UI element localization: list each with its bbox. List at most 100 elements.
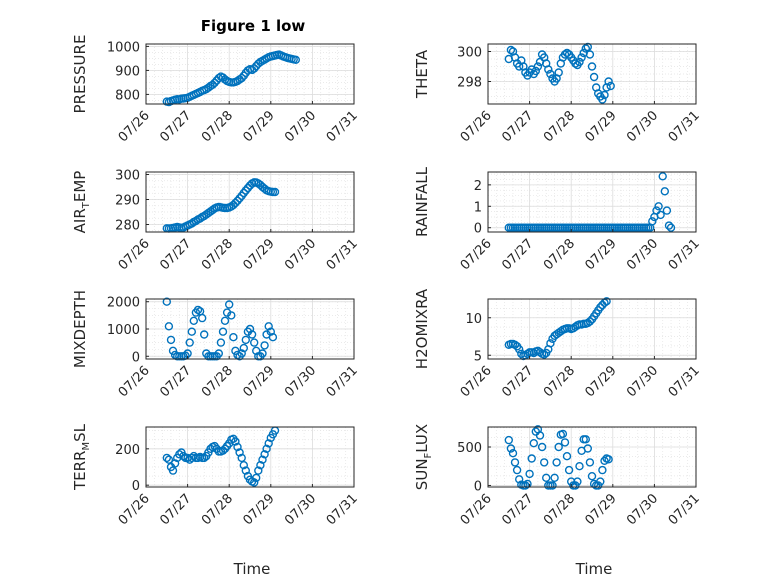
data-point xyxy=(170,459,180,468)
data-point xyxy=(552,458,561,467)
figure-title: Figure 1 low xyxy=(201,17,306,35)
y-tick-label: 1000 xyxy=(107,40,140,55)
data-point xyxy=(666,223,676,232)
data-point xyxy=(162,297,172,306)
data-point xyxy=(187,219,197,228)
data-point xyxy=(266,327,275,336)
data-point xyxy=(231,198,240,208)
data-point xyxy=(185,338,194,347)
data-point xyxy=(560,438,570,447)
x-axis-label-left: Time xyxy=(233,560,271,578)
data-point xyxy=(546,69,555,79)
data-point xyxy=(245,324,255,334)
y-tick-label: 0 xyxy=(474,222,482,237)
data-point xyxy=(585,50,595,59)
axes-box xyxy=(145,426,355,488)
data-point xyxy=(252,473,261,483)
axes-box xyxy=(487,426,697,488)
data-point xyxy=(521,481,530,490)
data-point xyxy=(542,473,551,482)
y-tick-label: 280 xyxy=(115,219,140,234)
x-axis-label-right: Time xyxy=(575,560,613,578)
data-point xyxy=(239,188,249,198)
data-point xyxy=(241,186,251,195)
axes-box xyxy=(487,171,697,233)
data-point xyxy=(260,341,269,350)
data-point xyxy=(664,221,674,230)
y-axis-label: MIXDEPTH xyxy=(71,290,89,368)
data-point xyxy=(515,345,524,354)
data-point xyxy=(254,466,263,475)
data-point xyxy=(199,453,209,463)
data-point xyxy=(199,330,209,339)
y-tick-label: 900 xyxy=(115,64,140,79)
data-point xyxy=(548,481,557,490)
y-tick-label: 500 xyxy=(457,441,482,456)
plot-area xyxy=(488,299,696,359)
data-point xyxy=(564,465,574,475)
data-point xyxy=(658,172,667,181)
data-point xyxy=(241,335,251,345)
y-tick-label: 5 xyxy=(474,349,482,364)
y-tick-label: 300 xyxy=(115,169,140,184)
data-point xyxy=(558,429,568,439)
y-axis-label: THETA xyxy=(413,49,431,99)
data-point xyxy=(527,454,536,463)
data-point xyxy=(562,48,572,58)
data-point xyxy=(512,465,522,475)
data-point xyxy=(535,348,545,357)
data-point xyxy=(596,303,605,312)
data-point xyxy=(606,81,615,91)
data-point xyxy=(249,478,259,487)
y-axis-label: RAINFALL xyxy=(413,166,431,237)
data-point xyxy=(589,72,599,82)
data-point xyxy=(189,316,199,325)
data-point xyxy=(264,439,273,448)
y-tick-label: 300 xyxy=(457,46,482,61)
data-point xyxy=(258,455,267,464)
data-point xyxy=(604,455,613,464)
y-tick-label: 10 xyxy=(465,312,482,327)
data-point xyxy=(529,439,538,448)
axes-box xyxy=(487,43,697,105)
data-point xyxy=(596,477,605,486)
data-point xyxy=(216,338,226,347)
data-point xyxy=(187,453,197,463)
data-point xyxy=(581,435,590,444)
y-tick-label: 1 xyxy=(474,200,482,215)
data-point xyxy=(231,437,240,446)
y-axis-label: SUNFLUX xyxy=(413,424,434,490)
data-point xyxy=(562,452,572,461)
data-point xyxy=(168,466,178,475)
y-tick-label: 0 xyxy=(474,479,482,494)
data-point xyxy=(166,335,176,345)
data-point xyxy=(546,339,555,348)
data-point xyxy=(243,183,253,193)
data-point xyxy=(506,444,516,453)
data-point xyxy=(235,448,244,457)
axes-box xyxy=(487,298,697,360)
y-tick-label: 800 xyxy=(115,88,140,103)
y-tick-label: 0 xyxy=(132,479,140,494)
data-point xyxy=(535,431,545,440)
data-point xyxy=(533,62,543,71)
data-point xyxy=(218,446,228,455)
data-point xyxy=(587,62,597,71)
data-point xyxy=(227,311,236,320)
data-point xyxy=(164,322,174,331)
data-point xyxy=(191,216,201,226)
data-point xyxy=(239,343,249,353)
data-point xyxy=(525,469,534,479)
data-point xyxy=(233,442,242,452)
data-point xyxy=(577,53,586,62)
data-point xyxy=(648,217,657,226)
data-point xyxy=(660,187,669,196)
data-point xyxy=(179,451,188,461)
data-point xyxy=(554,68,563,77)
data-point xyxy=(291,55,300,64)
data-point xyxy=(187,327,197,336)
data-point xyxy=(573,477,582,486)
data-point xyxy=(600,456,609,465)
data-point xyxy=(262,444,271,453)
